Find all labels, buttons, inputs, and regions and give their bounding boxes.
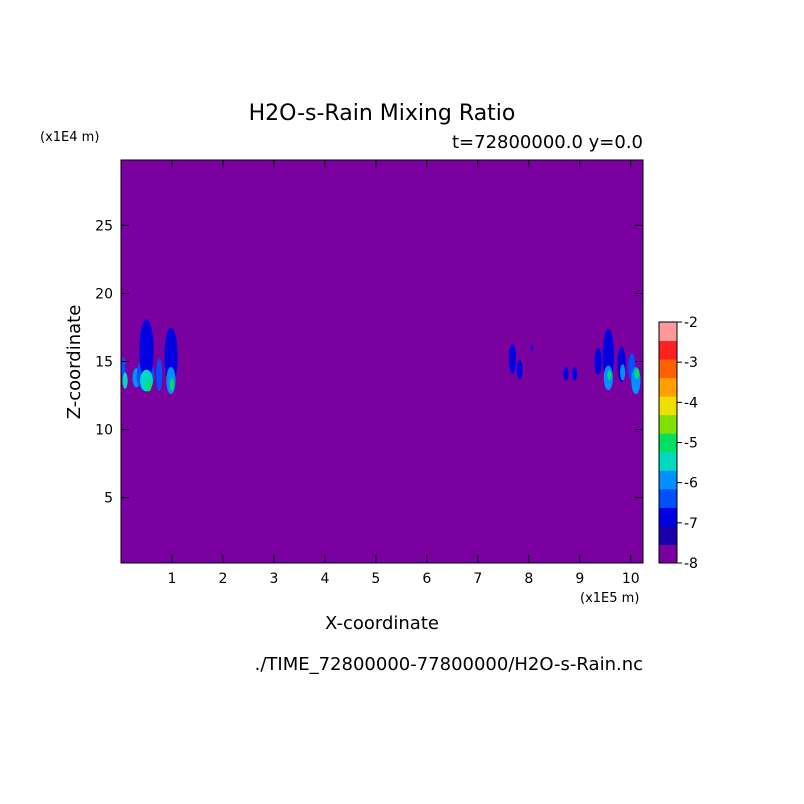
y-tick-label: 10	[95, 423, 113, 439]
x-tick-label: 5	[371, 571, 380, 587]
colorbar-tick-label: -7	[684, 516, 698, 532]
contour-cell-14	[530, 345, 534, 351]
contour-cell-12	[508, 343, 517, 374]
contour-cell-17	[594, 347, 602, 376]
colorbar-swatch	[659, 525, 677, 545]
colorbar-swatch	[659, 451, 677, 471]
colorbar-swatch	[659, 433, 677, 453]
contour-cell-9	[164, 327, 178, 385]
x-tick-label: 4	[320, 571, 329, 587]
colorbar-swatch	[659, 396, 677, 416]
x-tick-label: 10	[622, 571, 640, 587]
x-unit-label: (x1E5 m)	[580, 591, 639, 606]
colorbar-tick-label: -4	[684, 395, 698, 411]
contour-cells	[121, 319, 641, 395]
contour-cell-16	[572, 366, 578, 381]
file-path-label: ./TIME_72800000-77800000/H2O-s-Rain.nc	[255, 654, 643, 675]
contour-cell-22	[620, 364, 626, 381]
y-tick-label: 15	[95, 355, 113, 371]
y-tick-label: 25	[95, 218, 113, 234]
colorbar-swatch	[659, 322, 677, 342]
x-tick-label: 2	[218, 571, 227, 587]
y-axis: 5 10 15 20 25	[95, 218, 643, 507]
contour-cell-20	[607, 370, 612, 380]
x-tick-label: 3	[269, 571, 278, 587]
x-axis: 1 2 3 4 5 6 7 8 9 10	[168, 160, 640, 587]
contour-cell-8	[156, 358, 163, 392]
colorbar-swatch	[659, 470, 677, 490]
y-tick-label: 20	[95, 286, 113, 302]
contour-cell-11	[169, 378, 175, 391]
plot-background	[121, 160, 643, 563]
colorbar-swatch	[659, 507, 677, 527]
y-unit-label: (x1E4 m)	[40, 130, 99, 145]
colorbar-swatch	[659, 544, 677, 564]
colorbar-tick-label: -5	[684, 436, 698, 452]
colorbar: -2 -3 -4 -5 -6 -7 -8	[658, 315, 698, 572]
colorbar-swatch	[659, 359, 677, 379]
contour-cell-25	[634, 368, 640, 380]
colorbar-swatch	[659, 414, 677, 434]
contour-cell-7	[146, 380, 152, 392]
colorbar-tick-label: -6	[684, 476, 698, 492]
colorbar-tick-label: -8	[684, 556, 698, 572]
x-tick-label: 6	[422, 571, 431, 587]
x-axis-label: X-coordinate	[325, 613, 439, 634]
chart-subtitle: t=72800000.0 y=0.0	[452, 132, 643, 153]
x-tick-label: 7	[473, 571, 482, 587]
x-tick-label: 9	[575, 571, 584, 587]
colorbar-swatch	[659, 340, 677, 360]
plot-area	[120, 159, 644, 564]
contour-cell-13	[516, 360, 523, 380]
colorbar-swatch	[659, 488, 677, 508]
x-tick-label: 8	[524, 571, 533, 587]
colorbar-swatch	[659, 377, 677, 397]
contour-cell-1	[122, 372, 128, 389]
colorbar-tick-label: -3	[684, 355, 698, 371]
chart-title: H2O-s-Rain Mixing Ratio	[249, 101, 516, 126]
y-axis-label: Z-coordinate	[64, 305, 85, 420]
contour-cell-15	[563, 366, 569, 381]
contour-cell-5	[139, 319, 154, 382]
y-tick-label: 5	[104, 491, 113, 507]
colorbar-tick-label: -2	[684, 315, 698, 331]
x-tick-label: 1	[168, 571, 177, 587]
